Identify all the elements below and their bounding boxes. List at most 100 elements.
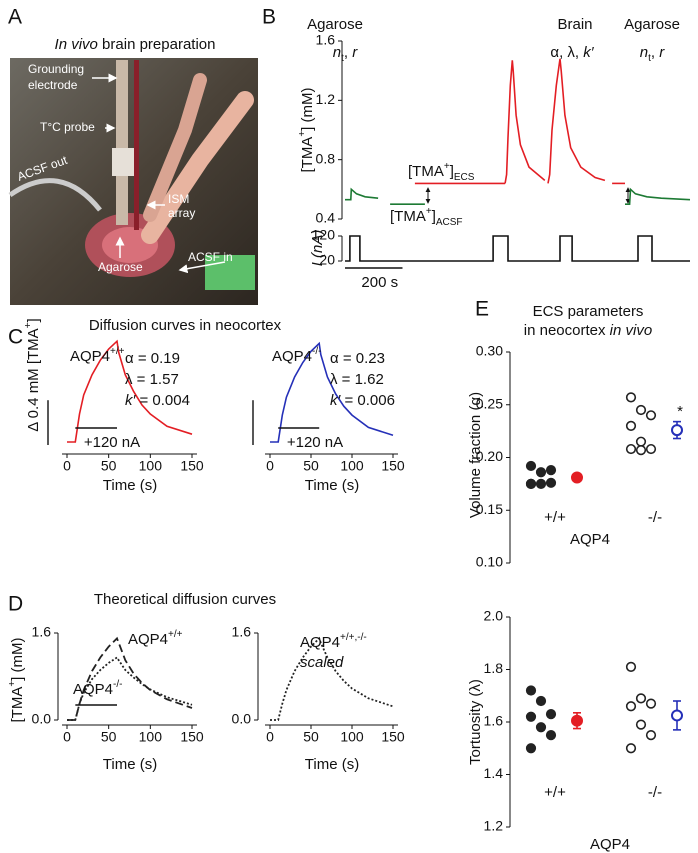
y-tick-label: 0.10 bbox=[476, 554, 503, 570]
annotation: nt, r bbox=[640, 44, 665, 64]
text-part: ACSF bbox=[436, 217, 463, 228]
text-part: +/+ bbox=[168, 629, 183, 640]
y-tick-label: 1.2 bbox=[484, 818, 504, 834]
x-axis-label: Time (s) bbox=[305, 477, 359, 494]
photo-label: ISM bbox=[168, 192, 189, 206]
photo-label: T°C probe bbox=[40, 120, 95, 134]
text-part: + bbox=[444, 161, 450, 172]
text-part: scaled bbox=[300, 654, 344, 671]
data-point bbox=[625, 743, 637, 754]
annotation: Brain bbox=[557, 16, 592, 33]
annotation: AQP4+/+ bbox=[70, 346, 125, 365]
text-part: r bbox=[659, 44, 665, 61]
data-point bbox=[645, 698, 657, 709]
annotation: scaled bbox=[300, 654, 344, 671]
y-tick-label: 2.0 bbox=[484, 608, 504, 624]
scale-bar-label: 200 s bbox=[361, 274, 398, 291]
annotation: α, λ, k′ bbox=[550, 44, 594, 61]
x-tick-label: 100 bbox=[139, 729, 163, 745]
panel-title: ECS parameters bbox=[533, 303, 644, 320]
annotation: AQP4-/- bbox=[272, 346, 321, 365]
panel-label: D bbox=[8, 593, 23, 616]
data-point bbox=[525, 711, 537, 722]
y-tick-label: 0.30 bbox=[476, 343, 503, 359]
annotation: α = 0.19 bbox=[125, 350, 180, 367]
data-point bbox=[635, 404, 647, 416]
data-point bbox=[535, 478, 547, 489]
data-line bbox=[625, 187, 691, 205]
annotation: [TMA+]ECS bbox=[408, 161, 475, 183]
annotation: AQP4+/+,-/- bbox=[300, 632, 367, 651]
text-part: n bbox=[640, 44, 648, 61]
panel-label: B bbox=[262, 6, 276, 29]
photo-label: electrode bbox=[28, 78, 78, 92]
data-line bbox=[547, 58, 606, 184]
text-part: [TMA bbox=[9, 687, 26, 723]
x-tick-label: 50 bbox=[101, 729, 117, 745]
category-label: +/+ bbox=[544, 509, 566, 526]
text-part: Δ 0.4 mM [TMA bbox=[25, 328, 42, 431]
text-part: AQP4 bbox=[70, 348, 110, 365]
text-part: [TMA bbox=[299, 137, 316, 173]
data-point bbox=[625, 661, 637, 672]
text-part: t bbox=[341, 53, 344, 64]
text-part: -/- bbox=[113, 679, 122, 690]
panel-label: A bbox=[8, 6, 22, 29]
data-point bbox=[625, 392, 637, 403]
mean-point bbox=[671, 709, 683, 722]
panel-title: Theoretical diffusion curves bbox=[94, 591, 276, 608]
x-tick-label: 50 bbox=[101, 458, 117, 474]
y-tick-label: 0.15 bbox=[476, 501, 503, 517]
text-part: [TMA bbox=[390, 208, 426, 225]
photo-label: ACSF in bbox=[188, 250, 233, 264]
annotation: AQP4+/+ bbox=[128, 629, 183, 648]
y-tick-label: 0.20 bbox=[476, 448, 503, 464]
data-point bbox=[635, 693, 647, 704]
y-tick-label: 0.0 bbox=[32, 711, 52, 727]
annotation: λ = 1.57 bbox=[125, 371, 179, 388]
data-point bbox=[525, 743, 537, 754]
x-axis-label: Time (s) bbox=[103, 477, 157, 494]
x-axis-label: AQP4 bbox=[570, 531, 610, 548]
text-part: t bbox=[648, 53, 651, 64]
data-point bbox=[545, 730, 557, 741]
text-part: (nA) bbox=[309, 230, 326, 263]
y-tick-label: 0.4 bbox=[316, 210, 336, 226]
y-axis-label: Tortuosity (λ) bbox=[467, 679, 484, 765]
text-part: +/+,-/- bbox=[340, 632, 367, 643]
data-line bbox=[504, 60, 546, 184]
x-tick-label: 100 bbox=[340, 729, 364, 745]
text-part: r bbox=[352, 44, 358, 61]
data-point bbox=[625, 701, 637, 712]
text-part: = 0.006 bbox=[340, 392, 395, 409]
text-part: in neocortex bbox=[524, 322, 610, 339]
y-tick-label: 1.2 bbox=[316, 91, 336, 107]
data-line bbox=[345, 235, 690, 262]
annotation: nt, r bbox=[333, 44, 358, 64]
text-part: k′ bbox=[125, 392, 137, 409]
data-line bbox=[67, 339, 193, 443]
text-part: , bbox=[344, 44, 352, 61]
panel-title: in neocortex in vivo bbox=[524, 322, 652, 339]
text-part: AQP4 bbox=[272, 348, 312, 365]
text-part: α, λ, bbox=[550, 44, 583, 61]
y-tick-label: 1.4 bbox=[484, 765, 504, 781]
data-point bbox=[525, 685, 537, 696]
text-part: ] bbox=[432, 208, 436, 225]
y-tick-label: 1.6 bbox=[32, 624, 52, 640]
category-label: -/- bbox=[648, 784, 662, 801]
text-part: n bbox=[333, 44, 341, 61]
text-part: [TMA bbox=[408, 163, 444, 180]
annotation: k′ = 0.004 bbox=[125, 392, 190, 409]
photo-label: Agarose bbox=[98, 260, 143, 274]
y-axis-label: I (nA) bbox=[309, 230, 326, 267]
x-tick-label: 150 bbox=[180, 729, 204, 745]
x-axis-label: AQP4 bbox=[590, 836, 630, 853]
data-point bbox=[545, 477, 557, 488]
x-axis-label: Time (s) bbox=[103, 756, 157, 773]
data-point bbox=[635, 436, 647, 447]
data-line bbox=[67, 636, 193, 721]
panel-title: In vivo brain preparation bbox=[55, 36, 216, 53]
y-tick-label: 1.6 bbox=[484, 713, 504, 729]
